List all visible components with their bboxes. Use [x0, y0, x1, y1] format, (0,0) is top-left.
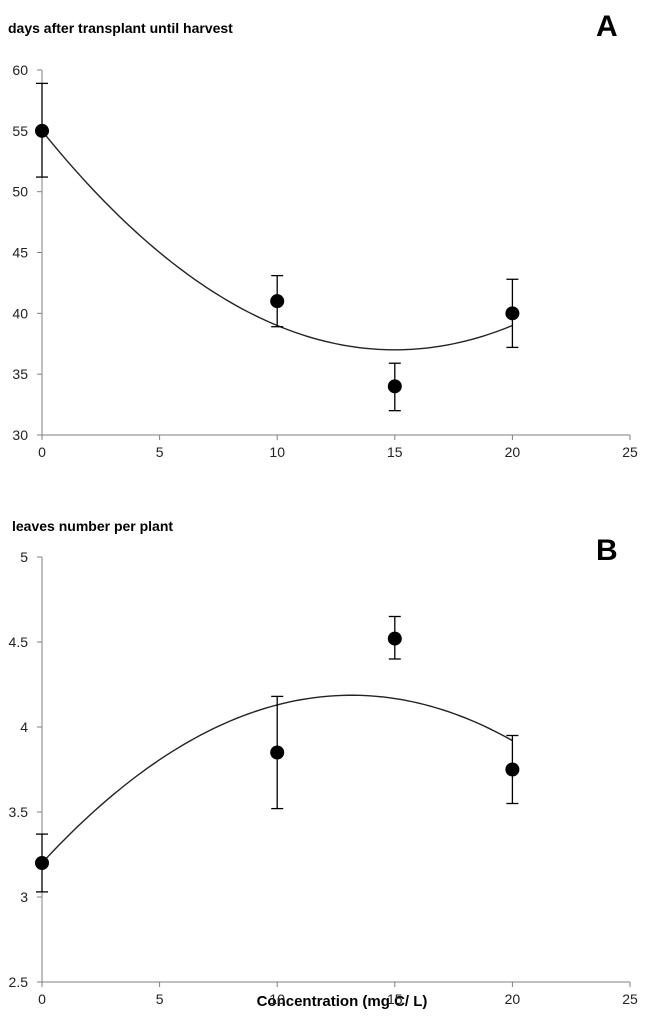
panel-a-x-tick-label: 5	[156, 444, 164, 460]
panel-b-y-tick-label: 4.5	[9, 634, 29, 650]
panel-a-data-point	[35, 123, 49, 138]
panel-a-x-tick-label: 25	[622, 444, 638, 460]
panel-b-y-tick-label: 4	[20, 719, 28, 735]
panel-b-y-tick-label: 3.5	[9, 804, 29, 820]
panel-b-data-point	[270, 745, 285, 760]
panel-a-y-tick-label: 45	[12, 245, 28, 261]
panel-a-y-tick-label: 30	[12, 427, 28, 443]
panel-a: days after transplant until harvest A 0 5…	[8, 10, 638, 460]
panel-b-title: leaves number per plant	[12, 518, 173, 534]
panel-b-data-point	[505, 762, 520, 777]
panel-a-y-tick-label: 35	[12, 366, 28, 382]
panel-a-data-point	[387, 379, 402, 394]
panel-b-x-tick-label: 0	[38, 991, 46, 1007]
panel-b-x-tick-label: 20	[505, 991, 521, 1007]
panel-a-data-point	[505, 306, 520, 321]
panel-a-x-tick-label: 20	[505, 444, 521, 460]
panel-a-y-tick-label: 40	[12, 305, 28, 321]
panel-b-x-tick-label: 15	[387, 991, 403, 1007]
panel-b-data-point	[35, 856, 49, 870]
panel-b-x-tick-label: 25	[622, 991, 638, 1007]
panel-b-x-axis-label: Concentration (mg C/ L)	[257, 993, 428, 1010]
panel-b-data-point	[387, 631, 402, 646]
panel-a-x-tick-label: 15	[387, 444, 403, 460]
panel-a-data-point	[270, 294, 285, 309]
panel-a-x-tick-label: 0	[38, 444, 46, 460]
panel-b-x-tick-label: 10	[269, 991, 285, 1007]
panel-b-y-tick-label: 2.5	[9, 974, 29, 990]
panel-b-y-tick-label: 5	[20, 549, 28, 565]
panel-b: leaves number per plant B Concentration …	[9, 518, 638, 1010]
panel-b-x-tick-label: 5	[156, 991, 164, 1007]
panel-a-letter: A	[596, 10, 618, 43]
panel-a-x-tick-label: 10	[269, 444, 285, 460]
panel-b-y-tick-label: 3	[20, 889, 28, 905]
panel-a-y-tick-label: 60	[12, 62, 28, 78]
panel-a-y-tick-label: 55	[12, 123, 28, 139]
panel-b-letter: B	[596, 534, 618, 567]
panel-a-y-tick-label: 50	[12, 184, 28, 200]
panel-a-title: days after transplant until harvest	[8, 20, 233, 36]
